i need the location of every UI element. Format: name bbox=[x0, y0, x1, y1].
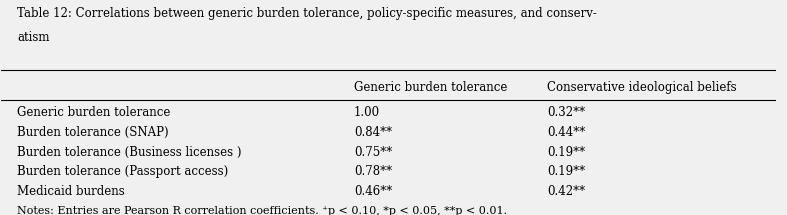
Text: Generic burden tolerance: Generic burden tolerance bbox=[354, 81, 507, 94]
Text: 0.84**: 0.84** bbox=[354, 126, 392, 139]
Text: Table 12: Correlations between generic burden tolerance, policy-specific measure: Table 12: Correlations between generic b… bbox=[17, 7, 597, 20]
Text: 0.44**: 0.44** bbox=[548, 126, 586, 139]
Text: Burden tolerance (SNAP): Burden tolerance (SNAP) bbox=[17, 126, 168, 139]
Text: Burden tolerance (Business licenses ): Burden tolerance (Business licenses ) bbox=[17, 146, 242, 159]
Text: atism: atism bbox=[17, 31, 50, 44]
Text: 0.32**: 0.32** bbox=[548, 106, 586, 119]
Text: 0.42**: 0.42** bbox=[548, 185, 586, 198]
Text: 0.46**: 0.46** bbox=[354, 185, 392, 198]
Text: Burden tolerance (Passport access): Burden tolerance (Passport access) bbox=[17, 165, 228, 178]
Text: 0.19**: 0.19** bbox=[548, 165, 586, 178]
Text: Conservative ideological beliefs: Conservative ideological beliefs bbox=[548, 81, 737, 94]
Text: 0.78**: 0.78** bbox=[354, 165, 392, 178]
Text: 0.19**: 0.19** bbox=[548, 146, 586, 159]
Text: Notes: Entries are Pearson R correlation coefficients. ⁺p < 0.10, *p < 0.05, **p: Notes: Entries are Pearson R correlation… bbox=[17, 206, 507, 215]
Text: Generic burden tolerance: Generic burden tolerance bbox=[17, 106, 170, 119]
Text: 0.75**: 0.75** bbox=[354, 146, 392, 159]
Text: 1.00: 1.00 bbox=[354, 106, 380, 119]
Text: Medicaid burdens: Medicaid burdens bbox=[17, 185, 124, 198]
